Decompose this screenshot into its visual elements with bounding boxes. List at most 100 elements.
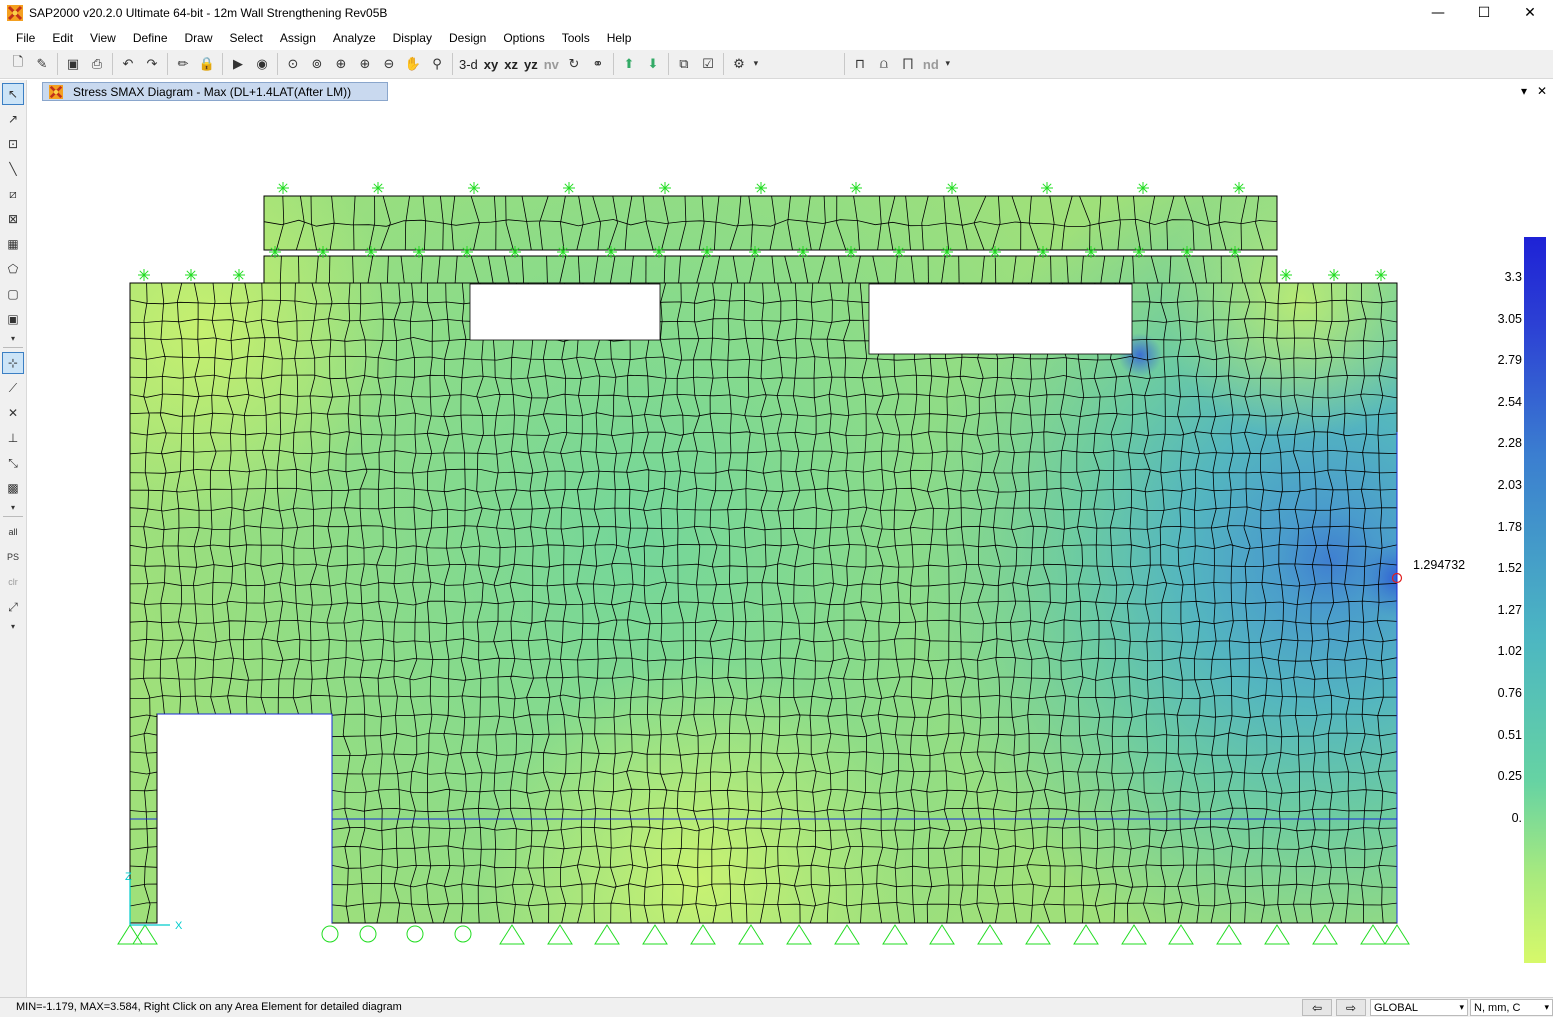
edit-pencil-icon[interactable]: ✏ <box>177 56 189 72</box>
menu-display[interactable]: Display <box>392 31 432 45</box>
draw-joint-icon[interactable]: ⊡ <box>7 137 19 151</box>
set-view-icon[interactable]: ⚲ <box>432 56 442 72</box>
draw-cable-icon[interactable]: ⧄ <box>9 186 17 201</box>
snap-perpendicular-icon[interactable]: ⊥ <box>7 431 19 445</box>
zoom-full-icon[interactable]: ⊕ <box>335 56 347 72</box>
snap-lines-icon[interactable]: ⤡ <box>8 455 18 470</box>
previous-selection-button[interactable]: PS <box>6 552 19 562</box>
view-yz-button[interactable]: yz <box>524 56 538 72</box>
menu-design[interactable]: Design <box>448 31 487 45</box>
legend-value: 1.52 <box>1497 561 1522 576</box>
snap-points-icon[interactable]: ⊹ <box>2 352 24 374</box>
legend-value: 1.02 <box>1497 644 1522 659</box>
minimize-button[interactable]: — <box>1431 5 1445 21</box>
window-tab-bar: Stress SMAX Diagram - Max (DL+1.4LAT(Aft… <box>28 80 1553 102</box>
redo-icon[interactable]: ↷ <box>146 56 158 72</box>
draw-rect-area-icon[interactable]: ▢ <box>7 287 19 301</box>
model-view-canvas[interactable]: X Z <box>28 102 1553 997</box>
frame-double-icon[interactable]: ⩍ <box>879 56 889 72</box>
close-button[interactable]: ✕ <box>1524 5 1536 21</box>
menu-file[interactable]: File <box>16 31 36 45</box>
nd-button[interactable]: nd <box>922 56 939 72</box>
tab-close-icon[interactable]: ✕ <box>1536 84 1548 98</box>
lock-icon[interactable]: 🔒 <box>198 56 216 72</box>
zoom-window-icon[interactable]: ⊙ <box>287 56 299 72</box>
legend-value: 0. <box>1511 810 1522 825</box>
snap-dropdown-icon[interactable]: ▾ <box>10 502 15 512</box>
draw-grid-area-icon[interactable]: ▦ <box>7 237 19 251</box>
title-bar: SAP2000 v20.2.0 Ultimate 64-bit - 12m Wa… <box>0 0 1553 26</box>
select-all-button[interactable]: all <box>8 527 18 537</box>
undo-icon[interactable]: ↶ <box>122 56 134 72</box>
intersecting-line-select-icon[interactable]: ⤢ <box>8 599 18 614</box>
draw-frame-icon[interactable]: ╲ <box>9 162 17 176</box>
print-icon[interactable]: ⎙ <box>91 56 103 72</box>
rotate-view-icon[interactable]: ↻ <box>568 56 580 72</box>
toolbar-separator <box>612 53 614 75</box>
save-icon[interactable]: ▣ <box>66 56 80 72</box>
zoom-restore-icon[interactable]: ⊚ <box>311 56 323 72</box>
frame-truss-icon[interactable]: ⨅ <box>902 56 914 72</box>
global-axis-triad: X Z <box>125 871 183 932</box>
view-nv-button[interactable]: nv <box>543 56 559 72</box>
display-options-icon[interactable]: ⚙ <box>733 56 745 72</box>
snap-ends-icon[interactable]: ⟋ <box>8 380 18 395</box>
snap-intersections-icon[interactable]: ✕ <box>7 406 19 420</box>
toolbar-separator <box>277 53 278 75</box>
menu-help[interactable]: Help <box>606 31 632 45</box>
stress-contour-diagram[interactable]: X Z <box>28 102 1553 997</box>
zoom-in-icon[interactable]: ⊕ <box>359 56 371 72</box>
max-point-marker <box>1391 572 1403 584</box>
menu-define[interactable]: Define <box>132 31 168 45</box>
run-now-icon[interactable]: ◉ <box>256 56 268 72</box>
menu-assign[interactable]: Assign <box>279 31 316 45</box>
dropdown-arrow-icon[interactable]: ▾ <box>753 59 759 69</box>
menu-analyze[interactable]: Analyze <box>332 31 376 45</box>
next-step-button[interactable]: ⇨ <box>1336 999 1366 1016</box>
draw-link-icon[interactable]: ⊠ <box>7 212 19 226</box>
pan-hand-icon[interactable]: ✋ <box>404 56 422 72</box>
view-xz-button[interactable]: xz <box>504 56 518 72</box>
run-analysis-icon[interactable]: ▶ <box>233 56 243 72</box>
legend-value: 1.27 <box>1497 602 1522 617</box>
menu-tools[interactable]: Tools <box>561 31 590 45</box>
units-select[interactable]: N, mm, C ▾ <box>1470 999 1553 1016</box>
maximize-button[interactable]: ☐ <box>1477 5 1491 21</box>
move-up-icon[interactable]: ⬆ <box>623 56 635 72</box>
snap-fine-grid-icon[interactable]: ▩ <box>7 481 19 495</box>
select-dropdown-icon[interactable]: ▾ <box>10 621 15 631</box>
clear-selection-button[interactable]: clr <box>8 577 18 587</box>
toolbar-separator <box>843 53 845 75</box>
max-point-value: 1.294732 <box>1413 558 1466 572</box>
perspective-icon[interactable]: ⚭ <box>592 56 604 72</box>
open-file-icon[interactable]: ✎ <box>36 56 48 72</box>
set-display-options-icon[interactable]: ☑ <box>702 56 714 72</box>
menu-edit[interactable]: Edit <box>52 31 74 45</box>
view-xy-button[interactable]: xy <box>483 56 499 72</box>
tools-dropdown-icon[interactable]: ▾ <box>10 333 15 343</box>
window-title: SAP2000 v20.2.0 Ultimate 64-bit - 12m Wa… <box>29 6 388 20</box>
frame-draw-icon[interactable]: ⊓ <box>854 56 865 72</box>
chevron-down-icon: ▾ <box>1459 1002 1464 1013</box>
zoom-out-icon[interactable]: ⊖ <box>383 56 395 72</box>
pointer-icon[interactable]: ↖ <box>2 83 24 105</box>
previous-step-button[interactable]: ⇦ <box>1302 999 1332 1016</box>
tab-dropdown-icon[interactable]: ▾ <box>1520 84 1528 98</box>
menu-view[interactable]: View <box>90 31 116 45</box>
new-file-icon[interactable]: 🗋 <box>12 55 24 70</box>
menu-draw[interactable]: Draw <box>184 31 213 45</box>
legend-labels: 3.3 3.05 2.79 2.54 2.28 2.03 1.78 1.52 1.27 1.02 0… <box>1460 237 1522 861</box>
object-shrink-icon[interactable]: ⧉ <box>679 56 689 72</box>
coordinate-system-select[interactable]: GLOBAL ▾ <box>1370 999 1468 1016</box>
view-3d-button[interactable]: 3-d <box>459 56 478 72</box>
reshaper-icon[interactable]: ↗ <box>7 112 19 126</box>
grid-lines <box>130 432 1398 923</box>
tab-stress-diagram[interactable]: Stress SMAX Diagram - Max (DL+1.4LAT(Aft… <box>42 82 388 101</box>
draw-solid-icon[interactable]: ▣ <box>7 312 19 326</box>
nd-dropdown-icon[interactable]: ▾ <box>945 59 951 69</box>
sap2000-tab-icon <box>49 84 63 99</box>
move-down-icon[interactable]: ⬇ <box>647 56 659 72</box>
draw-poly-area-icon[interactable]: ⬠ <box>7 262 19 276</box>
menu-select[interactable]: Select <box>229 31 263 45</box>
menu-options[interactable]: Options <box>503 31 545 45</box>
